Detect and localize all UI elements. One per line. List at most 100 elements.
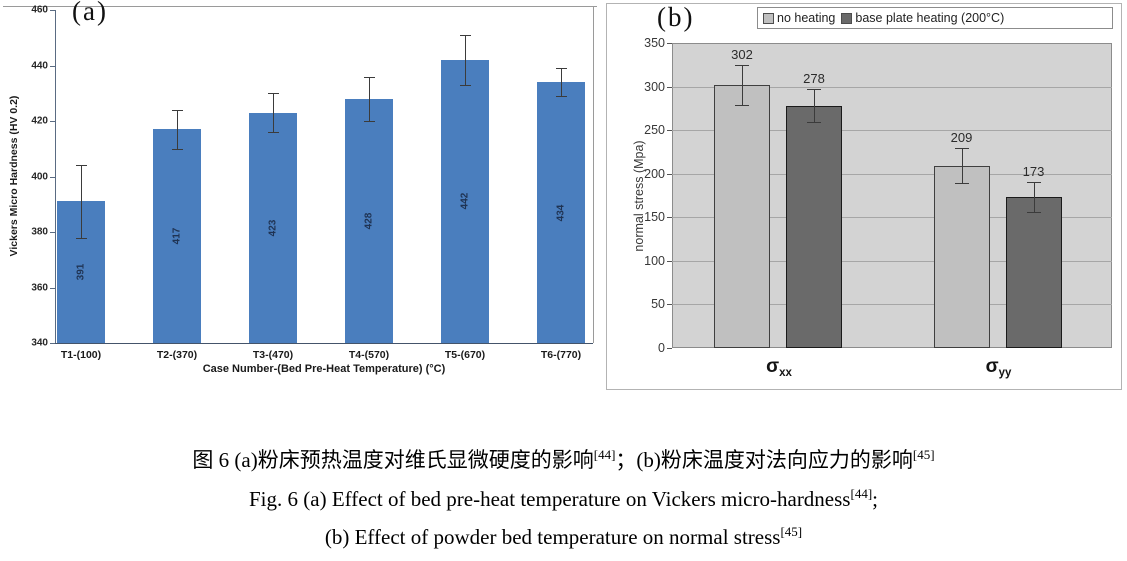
chart-a-bar-error-line [561, 68, 562, 97]
chart-b-bar-error-line [961, 148, 963, 184]
chart-b-ytick-label: 0 [658, 341, 665, 355]
chart-b-gridline [672, 173, 1112, 175]
chart-a-bar-error-cap-bottom [459, 84, 471, 86]
chart-a-x-category-label: T6-(770) [540, 349, 582, 361]
chart-a-bar [153, 129, 201, 343]
chart-b-tick-mark [667, 173, 672, 175]
chart-b-x-category-label: σyy [986, 356, 1012, 379]
chart-a-ytick-label: 400 [31, 171, 48, 182]
chart-a-bar-error-line [177, 109, 178, 149]
caption-zh-part2: ；(b)粉床温度对法向应力的影响 [615, 448, 913, 472]
chart-b-bar-value-label: 278 [803, 71, 825, 87]
chart-b-gridline [672, 304, 1112, 306]
caption-en1-text: Fig. 6 (a) Effect of bed pre-heat temper… [249, 487, 851, 511]
chart-b-ytick-label: 100 [644, 253, 665, 268]
chart-a-bar-error-cap-top [459, 34, 471, 36]
caption-en1-ref: [44] [850, 486, 873, 501]
chart-b-tick-mark [667, 43, 672, 44]
chart-a-bar-value-label: 423 [267, 219, 279, 237]
chart-a-bar-value-label: 428 [363, 212, 375, 230]
chart-b-ytick-label: 150 [644, 210, 665, 225]
caption-line-english-2: (b) Effect of powder bed temperature on … [0, 524, 1127, 550]
chart-b-ytick-label: 250 [644, 123, 665, 138]
chart-a-bar-error-line [81, 165, 82, 238]
chart-b-bar-error-line [814, 89, 815, 123]
legend-label-no-heating: no heating [777, 11, 836, 25]
chart-a-bar [441, 59, 489, 343]
caption-zh-ref1: [44] [593, 447, 616, 462]
chart-b-bar-base-plate-heating [786, 105, 842, 348]
chart-a-x-category-label: T5-(670) [444, 349, 486, 361]
figure-panels: (a) Vickers Micro Hardness (HV 0.2) Case… [0, 0, 1122, 398]
chart-a-ytick-label: 360 [31, 282, 48, 293]
chart-b-ytick-label: 350 [644, 36, 665, 50]
chart-b-bar-no-heating [933, 165, 990, 348]
chart-b-bar-error-line [742, 64, 743, 105]
sigma-symbol: σ [766, 356, 780, 377]
chart-b-bar-error-cap-bottom [1026, 212, 1041, 214]
chart-a-bar-error-cap-top [171, 109, 183, 111]
chart-b-tick-mark [667, 217, 672, 219]
chart-a-tick-mark [50, 232, 55, 233]
caption-line-english-1: Fig. 6 (a) Effect of bed pre-heat temper… [0, 486, 1127, 512]
legend-swatch-no-heating [763, 12, 774, 24]
chart-b-gridline [672, 217, 1112, 219]
figure-caption: 图 6 (a)粉床预热温度对维氏显微硬度的影响[44]；(b)粉床温度对法向应力… [0, 398, 1127, 550]
chart-a-bar-error-cap-bottom [363, 121, 375, 122]
chart-a-bar-error-cap-top [75, 165, 87, 167]
chart-a-bar [537, 82, 585, 343]
chart-a-y-axis [55, 10, 56, 343]
chart-a-x-axis [55, 343, 593, 344]
chart-b-y-axis-title: normal stress (Mpa) [632, 140, 646, 252]
chart-a-bar-error-cap-bottom [555, 96, 567, 98]
chart-a-x-category-label: T2-(370) [156, 349, 198, 361]
chart-a-bar-value-label: 442 [459, 193, 471, 210]
chart-a-x-category-label: T1-(100) [60, 349, 102, 361]
chart-b-gridline [672, 260, 1112, 262]
caption-zh-ref2: [45] [912, 447, 935, 462]
panel-label-a: (a) [72, 0, 108, 26]
chart-hardness: (a) Vickers Micro Hardness (HV 0.2) Case… [0, 0, 600, 398]
caption-en2-ref: [45] [780, 524, 803, 539]
chart-b-bar-error-line [1033, 182, 1035, 213]
chart-a-bar-error-line [465, 34, 466, 85]
chart-a-bar-error-cap-top [267, 93, 279, 95]
caption-en2-text: (b) Effect of powder bed temperature on … [324, 525, 781, 549]
chart-a-x-axis-title: Case Number-(Bed Pre-Heat Temperature) (… [202, 363, 446, 375]
chart-b-bar-error-cap-top [954, 148, 969, 150]
chart-b-bar-value-label: 209 [950, 130, 973, 146]
chart-a-bar-value-label: 391 [75, 263, 87, 281]
chart-a-bar-error-cap-top [555, 68, 567, 70]
chart-b-ytick-label: 200 [644, 166, 665, 181]
chart-a-ytick-label: 420 [31, 115, 48, 127]
chart-a-x-category-label: T3-(470) [252, 349, 294, 361]
chart-a-ytick-label: 380 [31, 226, 48, 238]
chart-a-tick-mark [50, 287, 55, 289]
chart-b-bar-error-cap-bottom [954, 183, 969, 185]
caption-line-chinese: 图 6 (a)粉床预热温度对维氏显微硬度的影响[44]；(b)粉床温度对法向应力… [0, 444, 1127, 474]
chart-b-tick-mark [667, 86, 672, 88]
chart-a-tick-mark [50, 10, 55, 11]
sigma-symbol: σ [985, 356, 999, 377]
chart-a-ytick-label: 460 [31, 4, 48, 16]
chart-a-top-border [3, 6, 597, 7]
panel-label-b: (b) [657, 2, 695, 32]
chart-a-bar [249, 112, 297, 343]
chart-a-bar-value-label: 417 [171, 227, 183, 245]
chart-a-x-category-label: T4-(570) [348, 349, 390, 361]
chart-b-bar-value-label: 302 [731, 46, 753, 62]
chart-b-tick-mark [667, 348, 672, 349]
chart-b-bar-no-heating [714, 84, 770, 348]
chart-a-bar-error-cap-bottom [267, 132, 279, 134]
chart-b-bar-error-cap-top [807, 89, 821, 91]
chart-b-tick-mark [667, 304, 672, 306]
chart-b-bar-error-cap-bottom [807, 122, 821, 124]
chart-a-bar-error-cap-top [363, 76, 375, 78]
chart-a-ytick-label: 340 [31, 337, 48, 349]
chart-a-bar-value-label: 434 [555, 204, 567, 221]
chart-b-legend: no heating base plate heating (200°C) [757, 7, 1113, 29]
chart-a-tick-mark [50, 343, 55, 344]
chart-b-ytick-label: 300 [644, 79, 665, 94]
chart-b-bar-error-cap-bottom [735, 104, 749, 106]
